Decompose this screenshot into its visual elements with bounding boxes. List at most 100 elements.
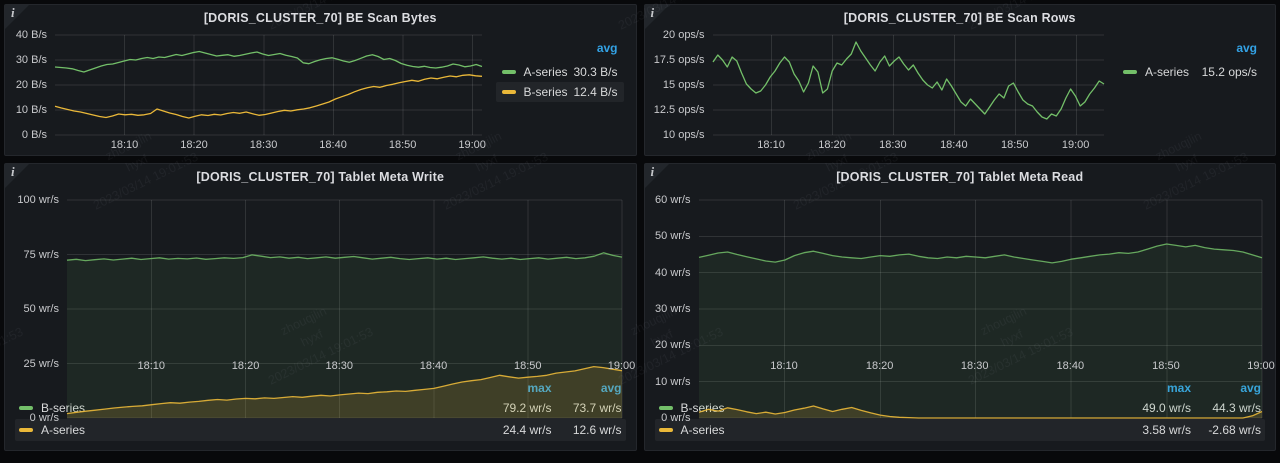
- legend-row-a-series[interactable]: A-series 24.4 wr/s 12.6 wr/s: [15, 419, 626, 441]
- x-tick-label: 18:50: [1152, 360, 1180, 372]
- legend-series-cell: B-series: [19, 401, 462, 415]
- plot-area[interactable]: [711, 34, 1104, 136]
- x-tick-label: 18:50: [1000, 139, 1029, 151]
- legend-row-b-series[interactable]: B-series 12.4 B/s: [495, 82, 624, 102]
- series-line-b-series: [66, 252, 623, 262]
- y-tick-label: 12.5 ops/s: [653, 104, 705, 116]
- x-tick-label: 19:00: [607, 360, 636, 372]
- legend-avg: 15.2 ops/s: [1201, 65, 1257, 79]
- x-tick-label: 18:40: [419, 360, 448, 372]
- chart-svg: [66, 199, 623, 419]
- series-area-b-series: [67, 252, 622, 418]
- x-tick-label: 18:30: [960, 360, 989, 372]
- legend-max: 79.2 wr/s: [502, 401, 552, 415]
- panel-info-corner[interactable]: i: [5, 164, 29, 188]
- y-tick-label: 15 ops/s: [662, 79, 705, 91]
- series-swatch: [501, 90, 516, 94]
- series-swatch: [658, 406, 673, 410]
- legend-header: avg: [1236, 41, 1257, 55]
- legend-avg: 30.3 B/s: [573, 65, 618, 79]
- chart-body: 20 ops/s 17.5 ops/s 15 ops/s 12.5 ops/s 10 o…: [645, 25, 1276, 155]
- series-line-b-series: [54, 74, 483, 119]
- legend-series-cell: A-series: [1123, 65, 1189, 79]
- panel-title[interactable]: [DORIS_CLUSTER_70] BE Scan Rows: [843, 11, 1076, 25]
- series-swatch: [1123, 70, 1137, 74]
- series-line-a-series: [711, 41, 1104, 120]
- info-icon: i: [11, 164, 15, 179]
- y-axis: 60 wr/s 50 wr/s 40 wr/s 30 wr/s 20 wr/s 10 wr…: [651, 194, 699, 424]
- legend-row-a-series[interactable]: A-series 3.58 wr/s -2.68 wr/s: [654, 419, 1265, 441]
- series-swatch: [501, 70, 516, 74]
- legend-series-cell: A-series: [501, 65, 568, 79]
- chart-body: 40 B/s 30 B/s 20 B/s 10 B/s 0 B/s avg A-serie…: [5, 25, 636, 155]
- plot-area[interactable]: [698, 199, 1262, 419]
- x-tick-label: 19:00: [458, 139, 486, 151]
- panel-title[interactable]: [DORIS_CLUSTER_70] BE Scan Bytes: [203, 11, 437, 25]
- legend-row-a-series[interactable]: A-series 15.2 ops/s: [1117, 62, 1263, 82]
- legend-avg: 12.4 B/s: [573, 85, 618, 99]
- chart-body: 100 wr/s 75 wr/s 50 wr/s 25 wr/s 0 wr/s 18:1…: [5, 184, 636, 424]
- panel-tablet-meta-write: i [DORIS_CLUSTER_70] Tablet Meta Write 1…: [4, 163, 637, 451]
- x-tick-label: 18:30: [325, 360, 354, 372]
- legend-row-a-series[interactable]: A-series 30.3 B/s: [496, 62, 624, 82]
- series-line-a-series: [698, 405, 1262, 419]
- y-axis: 40 B/s 30 B/s 20 B/s 10 B/s 0 B/s: [11, 29, 55, 141]
- info-icon: i: [11, 5, 15, 20]
- x-axis: 18:10 18:20 18:30 18:40 18:50 19:00: [55, 135, 486, 155]
- x-tick-label: 18:40: [940, 139, 968, 151]
- legend-avg: 12.6 wr/s: [572, 423, 622, 437]
- series-area-a-series: [698, 406, 1262, 418]
- legend-max: 24.4 wr/s: [502, 423, 552, 437]
- legend-avg: 73.7 wr/s: [572, 401, 622, 415]
- plot-area[interactable]: [66, 199, 623, 419]
- legend-row-b-series[interactable]: B-series 49.0 wr/s 44.3 wr/s: [655, 397, 1266, 419]
- x-tick-label: 18:50: [388, 139, 417, 151]
- chart-svg: [54, 34, 483, 136]
- plot-area[interactable]: [54, 34, 483, 136]
- x-tick-label: 18:30: [249, 139, 278, 151]
- x-axis: 18:10 18:20 18:30 18:40 18:50 19:00: [713, 135, 1104, 155]
- y-tick-label: 10 ops/s: [662, 129, 705, 141]
- x-tick-label: 18:30: [879, 139, 907, 151]
- legend-header: max avg: [655, 379, 1266, 397]
- legend-column-max: max: [1166, 381, 1191, 395]
- series-swatch: [19, 428, 33, 432]
- y-tick-label: 10 wr/s: [655, 375, 691, 388]
- legend: max avg B-series 79.2 wr/s 73.7 wr/s A-series…: [5, 376, 636, 450]
- x-tick-label: 18:20: [180, 139, 208, 151]
- series-name: B-series: [680, 401, 725, 415]
- legend-column-avg: avg: [1240, 381, 1261, 395]
- legend-avg: -2.68 wr/s: [1208, 423, 1261, 437]
- legend: max avg B-series 49.0 wr/s 44.3 wr/s A-series…: [645, 376, 1276, 450]
- legend-series-cell: A-series: [19, 423, 462, 437]
- x-tick-label: 18:20: [865, 360, 894, 372]
- y-tick-label: 100 wr/s: [17, 194, 59, 206]
- series-name: B-series: [41, 401, 86, 415]
- panel-be-scan-bytes: i [DORIS_CLUSTER_70] BE Scan Bytes 40 B/…: [4, 4, 637, 156]
- chart-svg: [698, 199, 1262, 419]
- y-tick-label: 50 wr/s: [23, 303, 59, 315]
- x-tick-label: 18:10: [137, 360, 166, 372]
- legend-series-cell: B-series: [501, 85, 568, 99]
- x-tick-label: 18:40: [319, 139, 347, 151]
- legend-max: 3.58 wr/s: [1142, 423, 1191, 437]
- panel-title[interactable]: [DORIS_CLUSTER_70] Tablet Meta Write: [196, 170, 445, 184]
- x-tick-label: 18:10: [770, 360, 798, 372]
- legend: avg A-series 15.2 ops/s: [1103, 35, 1267, 135]
- y-tick-label: 25 wr/s: [23, 357, 59, 370]
- x-tick-label: 18:20: [231, 360, 260, 372]
- y-tick-label: 60 wr/s: [655, 194, 691, 206]
- panel-info-corner[interactable]: i: [644, 5, 669, 29]
- legend-column-avg: avg: [600, 381, 622, 395]
- panel-info-corner[interactable]: i: [644, 164, 669, 188]
- panel-title[interactable]: [DORIS_CLUSTER_70] Tablet Meta Read: [836, 170, 1084, 184]
- legend-row-b-series[interactable]: B-series 79.2 wr/s 73.7 wr/s: [15, 397, 626, 419]
- panel-info-corner[interactable]: i: [5, 5, 29, 29]
- series-name: B-series: [523, 85, 568, 99]
- legend-max: 49.0 wr/s: [1142, 401, 1191, 415]
- series-swatch: [19, 406, 33, 410]
- info-icon: i: [650, 164, 655, 179]
- series-area-b-series: [698, 244, 1262, 418]
- panel-tablet-meta-read: i [DORIS_CLUSTER_70] Tablet Meta Read 60…: [643, 163, 1276, 451]
